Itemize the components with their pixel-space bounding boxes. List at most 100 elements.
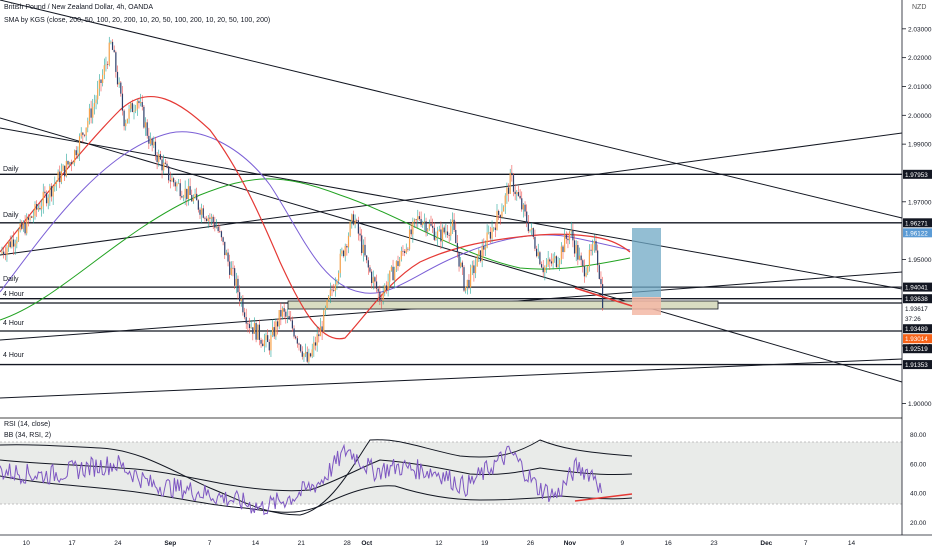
rsi-band-background <box>0 442 902 504</box>
candle-body <box>587 266 589 273</box>
time-tick-label: 7 <box>208 540 212 547</box>
candle-body <box>156 155 158 162</box>
candle-body <box>45 193 48 204</box>
candle-body <box>451 219 454 227</box>
candle-body <box>291 320 293 329</box>
candle-body <box>305 351 307 354</box>
candle-body <box>126 118 128 124</box>
time-axis[interactable]: 10 17 24 Sep 7 14 21 28 Oct 12 19 26 Nov 9 16 23 Dec 7 14 <box>0 534 932 550</box>
candle-body <box>564 234 566 253</box>
price-tick-label: 2.01000 <box>908 84 932 91</box>
trendline-descending-low[interactable] <box>0 127 903 290</box>
level-label-4h-1: 4 Hour <box>3 291 25 298</box>
time-tick-label: 21 <box>298 540 306 547</box>
price-pane[interactable] <box>0 0 903 418</box>
time-tick-label: 23 <box>710 540 718 547</box>
candle-body <box>273 327 275 337</box>
trendline-descending-top[interactable] <box>0 0 903 219</box>
price-axis-background <box>902 0 932 550</box>
level-label-daily-2: Daily <box>3 212 19 219</box>
candle-body <box>177 183 180 184</box>
candle-body <box>17 230 20 241</box>
time-tick-label: 9 <box>620 540 624 547</box>
candle-body <box>512 175 515 192</box>
time-tick-label: 12 <box>435 540 443 547</box>
candle-body <box>463 267 465 291</box>
candle-body <box>324 308 326 311</box>
candle-body <box>182 197 185 199</box>
price-badge <box>903 334 932 344</box>
candle-body <box>531 228 533 230</box>
trendline-ascending-upper[interactable] <box>0 132 903 256</box>
price-badge-label: 1.94041 <box>905 285 928 292</box>
trendline-ascending-base[interactable] <box>0 358 903 399</box>
candle-body <box>29 216 31 220</box>
candle-body <box>78 136 81 153</box>
candle-body <box>123 110 125 127</box>
target-zone-box[interactable] <box>632 228 661 297</box>
candle-body <box>328 296 330 300</box>
candle-body <box>11 239 13 247</box>
candle-body <box>580 255 582 261</box>
candle-body <box>151 138 153 146</box>
candle-body <box>26 217 28 234</box>
candle-body <box>173 178 175 183</box>
candle-body <box>397 261 399 267</box>
price-badge <box>903 218 932 228</box>
candle-body <box>560 246 562 260</box>
candle-body <box>257 324 259 340</box>
price-axis[interactable]: 2.03000 2.02000 2.01000 2.00000 1.99000 1.970… <box>901 0 932 550</box>
candle-body <box>87 120 89 128</box>
candle-body <box>540 264 543 268</box>
candle-body <box>285 311 287 317</box>
candle-body <box>206 218 208 222</box>
candle-body <box>372 277 374 284</box>
candle-body <box>547 259 549 265</box>
candle-body <box>471 265 473 268</box>
candle-body <box>379 291 381 301</box>
rsi-divergence-line[interactable] <box>574 493 633 502</box>
price-divergence-line[interactable] <box>574 287 633 307</box>
candle-body <box>316 334 318 346</box>
candle-body <box>37 207 39 210</box>
candle-body <box>120 82 122 94</box>
candle-body <box>532 228 534 237</box>
level-label-4h-2: 4 Hour <box>3 320 25 327</box>
candle-body <box>31 216 33 218</box>
candle-body <box>314 342 317 346</box>
candle-body <box>262 343 264 347</box>
candle-body <box>21 223 23 229</box>
stop-zone-box[interactable] <box>632 297 661 315</box>
candle-body <box>113 49 115 53</box>
candle-body <box>128 108 130 119</box>
candle-body <box>498 210 500 215</box>
candle-body <box>115 52 117 72</box>
candle-body <box>450 226 452 236</box>
candle-body <box>334 284 336 291</box>
candle-body <box>83 134 86 136</box>
candle-body <box>303 353 305 357</box>
candle-body <box>423 221 425 223</box>
candle-body <box>474 266 477 274</box>
candle-body <box>326 299 328 309</box>
candle-body <box>47 197 49 204</box>
candle-body <box>242 298 244 313</box>
candle-body <box>493 227 495 229</box>
time-tick-label: 24 <box>114 540 122 547</box>
candle-body <box>399 259 401 267</box>
rsi-pane[interactable] <box>0 439 902 516</box>
candle-body <box>323 310 325 332</box>
candle-body <box>34 204 36 216</box>
support-zone-box[interactable] <box>287 300 719 310</box>
candle-body <box>235 278 237 286</box>
candle-body <box>544 267 546 273</box>
time-tick-label: Oct <box>361 540 373 547</box>
candle-body <box>306 351 308 362</box>
candle-body <box>290 319 292 321</box>
candle-body <box>293 328 295 337</box>
candle-body <box>234 268 236 286</box>
candle-body <box>460 262 462 267</box>
candle-body <box>36 204 38 210</box>
candle-body <box>95 99 97 104</box>
